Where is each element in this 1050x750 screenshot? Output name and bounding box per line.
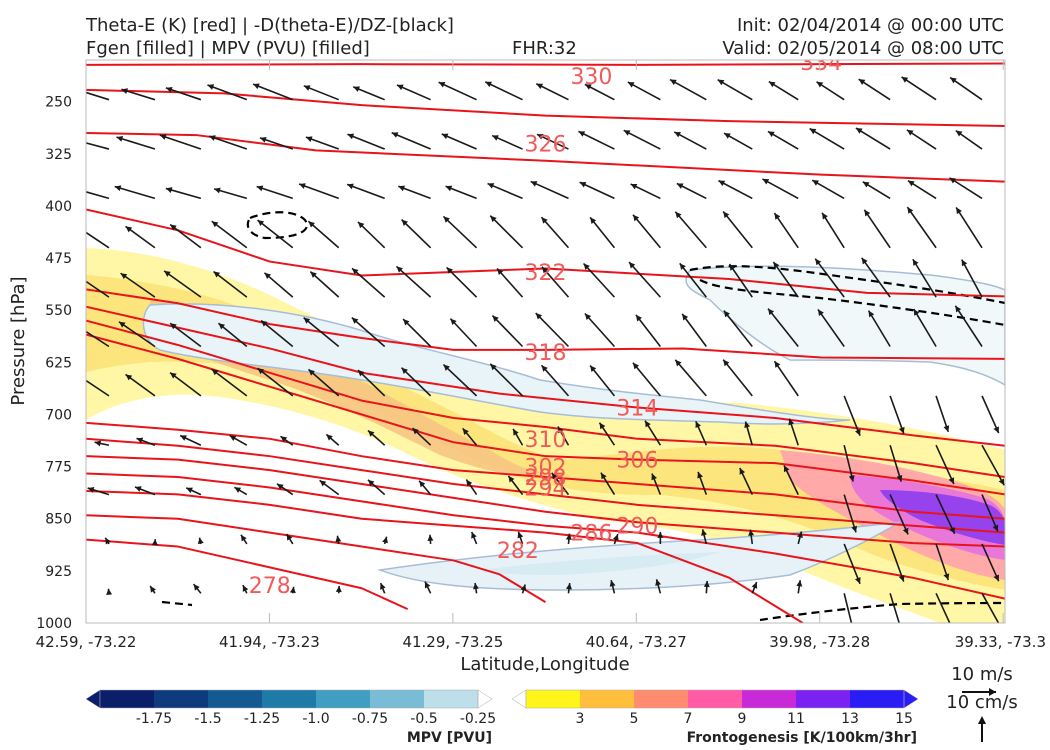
mpv-tick-label: -1.5 [194, 711, 221, 727]
theta-e-label-306: 306 [616, 449, 658, 474]
theta-e-label-278: 278 [249, 574, 291, 599]
mpv-tick-label: -0.75 [352, 711, 388, 727]
theta-e-label-314: 314 [616, 397, 658, 422]
colorbar-segment [634, 690, 688, 708]
theta-e-label-290: 290 [616, 515, 658, 540]
fgen-tick-label: 7 [684, 711, 693, 727]
y-tick-label: 625 [45, 355, 72, 371]
colorbar-extend-low [86, 690, 100, 708]
y-tick-label: 1000 [36, 616, 72, 632]
colorbar-segment [526, 690, 580, 708]
y-tick-label: 775 [45, 460, 72, 476]
wind-vector-head [72, 322, 79, 328]
colorbar-segment [100, 690, 154, 708]
x-axis-label: Latitude,Longitude [460, 654, 629, 675]
valid-time: Valid: 02/05/2014 @ 08:00 UTC [722, 38, 1004, 59]
theta-e-label-318: 318 [525, 341, 567, 366]
colorbar-segment [154, 690, 208, 708]
fgen-colorbar-label: Frontogenesis [K/100km/3hr] [687, 730, 917, 746]
theta-e-label-286: 286 [570, 522, 612, 547]
title-line-2: Fgen [filled] | MPV (PVU) [filled] [86, 38, 370, 59]
y-tick-label: 250 [45, 95, 72, 111]
x-tick-label: 41.94, -73.23 [219, 633, 320, 651]
wind-vector-head [849, 623, 855, 630]
wind-vector-head [897, 623, 903, 630]
colorbar-segment [424, 690, 478, 708]
wind-vector-head [949, 625, 954, 632]
wind-vector-head [75, 373, 82, 379]
y-axis-label: Pressure [hPa] [8, 276, 29, 405]
mpv-tick-label: -1.75 [136, 711, 172, 727]
fgen-tick-label: 13 [841, 711, 859, 727]
y-tick-label: 850 [45, 512, 72, 528]
colorbar-segment [262, 690, 316, 708]
fgen-tick-label: 11 [787, 711, 805, 727]
fgen-tick-label: 15 [895, 711, 913, 727]
colorbar-segment [742, 690, 796, 708]
theta-e-label-282: 282 [497, 539, 539, 564]
forecast-hour: FHR:32 [512, 38, 577, 59]
wind-vector-head [75, 139, 82, 145]
y-tick-label: 400 [45, 199, 72, 215]
mpv-tick-label: -1.25 [244, 711, 280, 727]
colorbar-extend-high [904, 690, 918, 708]
mpv-tick-label: -0.5 [410, 711, 437, 727]
y-axis-ticks: 250 325 400 475 550 625 700 775 850 925 1000 [36, 95, 72, 632]
colorbar-extend-low [512, 690, 526, 708]
mpv-colorbar-label: MPV [PVU] [407, 730, 492, 746]
wind-vector-head [75, 225, 82, 231]
mpv-tick-label: -0.25 [460, 711, 496, 727]
wind-vector-head [68, 185, 75, 191]
theta-e-label-326: 326 [525, 132, 567, 157]
init-time: Init: 02/04/2014 @ 00:00 UTC [737, 15, 1004, 36]
y-tick-label: 700 [45, 407, 72, 423]
vector-key-vertical-arrowhead [978, 716, 986, 724]
vector-key-horizontal: 10 m/s [951, 664, 1013, 685]
colorbar-segment [208, 690, 262, 708]
theta-e-label-294: 294 [525, 476, 567, 501]
title-line-1: Theta-E (K) [red] | -D(theta-E)/DZ-[blac… [85, 15, 454, 36]
x-tick-label: 42.59, -73.22 [36, 633, 137, 651]
x-tick-label: 39.33, -73.3 [955, 633, 1046, 651]
y-tick-label: 925 [45, 564, 72, 580]
theta-e-contour-334 [86, 63, 1005, 64]
fgen-tick-label: 5 [630, 711, 639, 727]
x-tick-label: 41.29, -73.25 [402, 633, 503, 651]
mpv-colorbar: -1.75 -1.5 -1.25 -1.0 -0.75 -0.5 -0.25 [86, 690, 496, 727]
y-tick-label: 475 [45, 251, 72, 267]
fgen-colorbar: 3 5 7 9 11 13 15 [512, 690, 918, 727]
wind-vector-head [79, 276, 86, 282]
colorbar-extend-high [478, 690, 492, 708]
fgen-tick-label: 3 [576, 711, 585, 727]
colorbar-segment [370, 690, 424, 708]
colorbar-segment [580, 690, 634, 708]
fgen-tick-label: 9 [738, 711, 747, 727]
mpv-tick-label: -1.0 [302, 711, 329, 727]
y-tick-label: 550 [45, 303, 72, 319]
x-tick-label: 40.64, -73.27 [586, 633, 687, 651]
x-tick-label: 39.98, -73.28 [769, 633, 870, 651]
wind-vector-head [71, 87, 78, 93]
vector-key-vertical: 10 cm/s [946, 692, 1018, 713]
theta-e-label-310: 310 [525, 428, 567, 453]
colorbar-segment [316, 690, 370, 708]
colorbar-segment [796, 690, 850, 708]
theta-e-label-322: 322 [525, 261, 567, 286]
colorbar-segment [688, 690, 742, 708]
colorbar-segment [850, 690, 904, 708]
cross-section-chart: Theta-E (K) [red] | -D(theta-E)/DZ-[blac… [0, 0, 1050, 750]
theta-e-label-330: 330 [570, 65, 612, 90]
y-tick-label: 325 [45, 147, 72, 163]
